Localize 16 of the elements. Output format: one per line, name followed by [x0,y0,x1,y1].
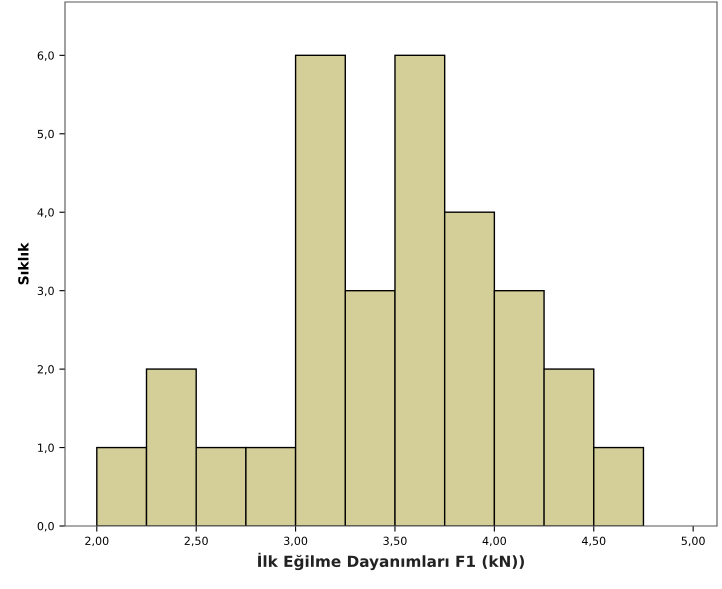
y-tick-label: 6,0 [38,51,54,61]
y-axis-title: Sıklık [18,242,29,284]
y-tick-label: 0,0 [38,522,54,532]
x-tick-label: 2,00 [85,536,108,546]
x-tick-label: 3,00 [284,536,308,546]
x-tick-label: 4,00 [482,536,506,546]
y-tick-label: 1,0 [38,444,54,454]
x-tick-label: 4,50 [582,536,606,546]
y-tick-label: 5,0 [38,130,54,140]
y-tick-label: 2,0 [38,365,54,375]
x-tick-label: 2,50 [184,536,208,546]
y-tick-label: 3,0 [38,286,54,296]
x-axis-title: İlk Eğilme Dayanımları F1 (kN)) [258,552,524,570]
y-tick-label: 4,0 [37,208,54,218]
x-tick-label: 5,00 [682,536,705,546]
x-tick-label: 3,50 [383,536,407,546]
